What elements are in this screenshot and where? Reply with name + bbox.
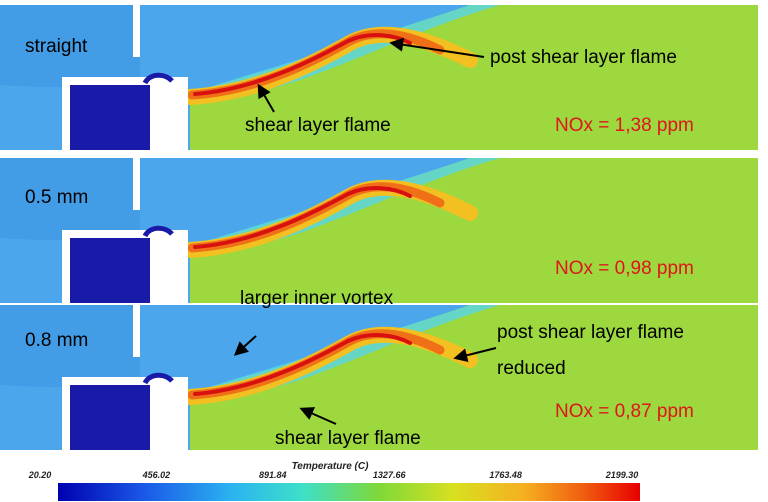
annotation: larger inner vortex bbox=[240, 288, 394, 309]
annotation: post shear layer flame bbox=[490, 47, 677, 68]
colorbar-tick-label: 456.02 bbox=[142, 470, 171, 480]
nox-value: NOx = 1,38 ppm bbox=[555, 115, 694, 136]
arrow bbox=[299, 407, 337, 425]
colorbar-tick-label: 1763.48 bbox=[489, 470, 522, 480]
arrow bbox=[233, 335, 257, 356]
arrow bbox=[453, 347, 497, 363]
nox-value: NOx = 0,87 ppm bbox=[555, 401, 694, 422]
panel-label: straight bbox=[25, 36, 88, 57]
colorbar bbox=[58, 483, 640, 501]
annotation: shear layer flame bbox=[275, 428, 421, 449]
panel-label: 0.5 mm bbox=[25, 187, 88, 208]
nox-value: NOx = 0,98 ppm bbox=[555, 258, 694, 279]
colorbar-ticks: 20.20 456.02 891.84 1327.66 1763.48 2199.30 bbox=[28, 470, 639, 480]
panel-2 bbox=[0, 158, 758, 303]
annotation: reduced bbox=[497, 358, 566, 379]
arrow bbox=[389, 37, 485, 58]
annotation: post shear layer flame bbox=[497, 322, 684, 343]
panel-label: 0.8 mm bbox=[25, 330, 88, 351]
annotation: shear layer flame bbox=[245, 115, 391, 136]
colorbar-title: Temperature (C) bbox=[292, 461, 370, 472]
arrow bbox=[257, 83, 275, 113]
colorbar-tick-label: 2199.30 bbox=[605, 470, 639, 480]
colorbar-tick-label: 1327.66 bbox=[373, 470, 407, 480]
colorbar-tick-label: 20.20 bbox=[28, 470, 52, 480]
colorbar-tick-label: 891.84 bbox=[259, 470, 287, 480]
